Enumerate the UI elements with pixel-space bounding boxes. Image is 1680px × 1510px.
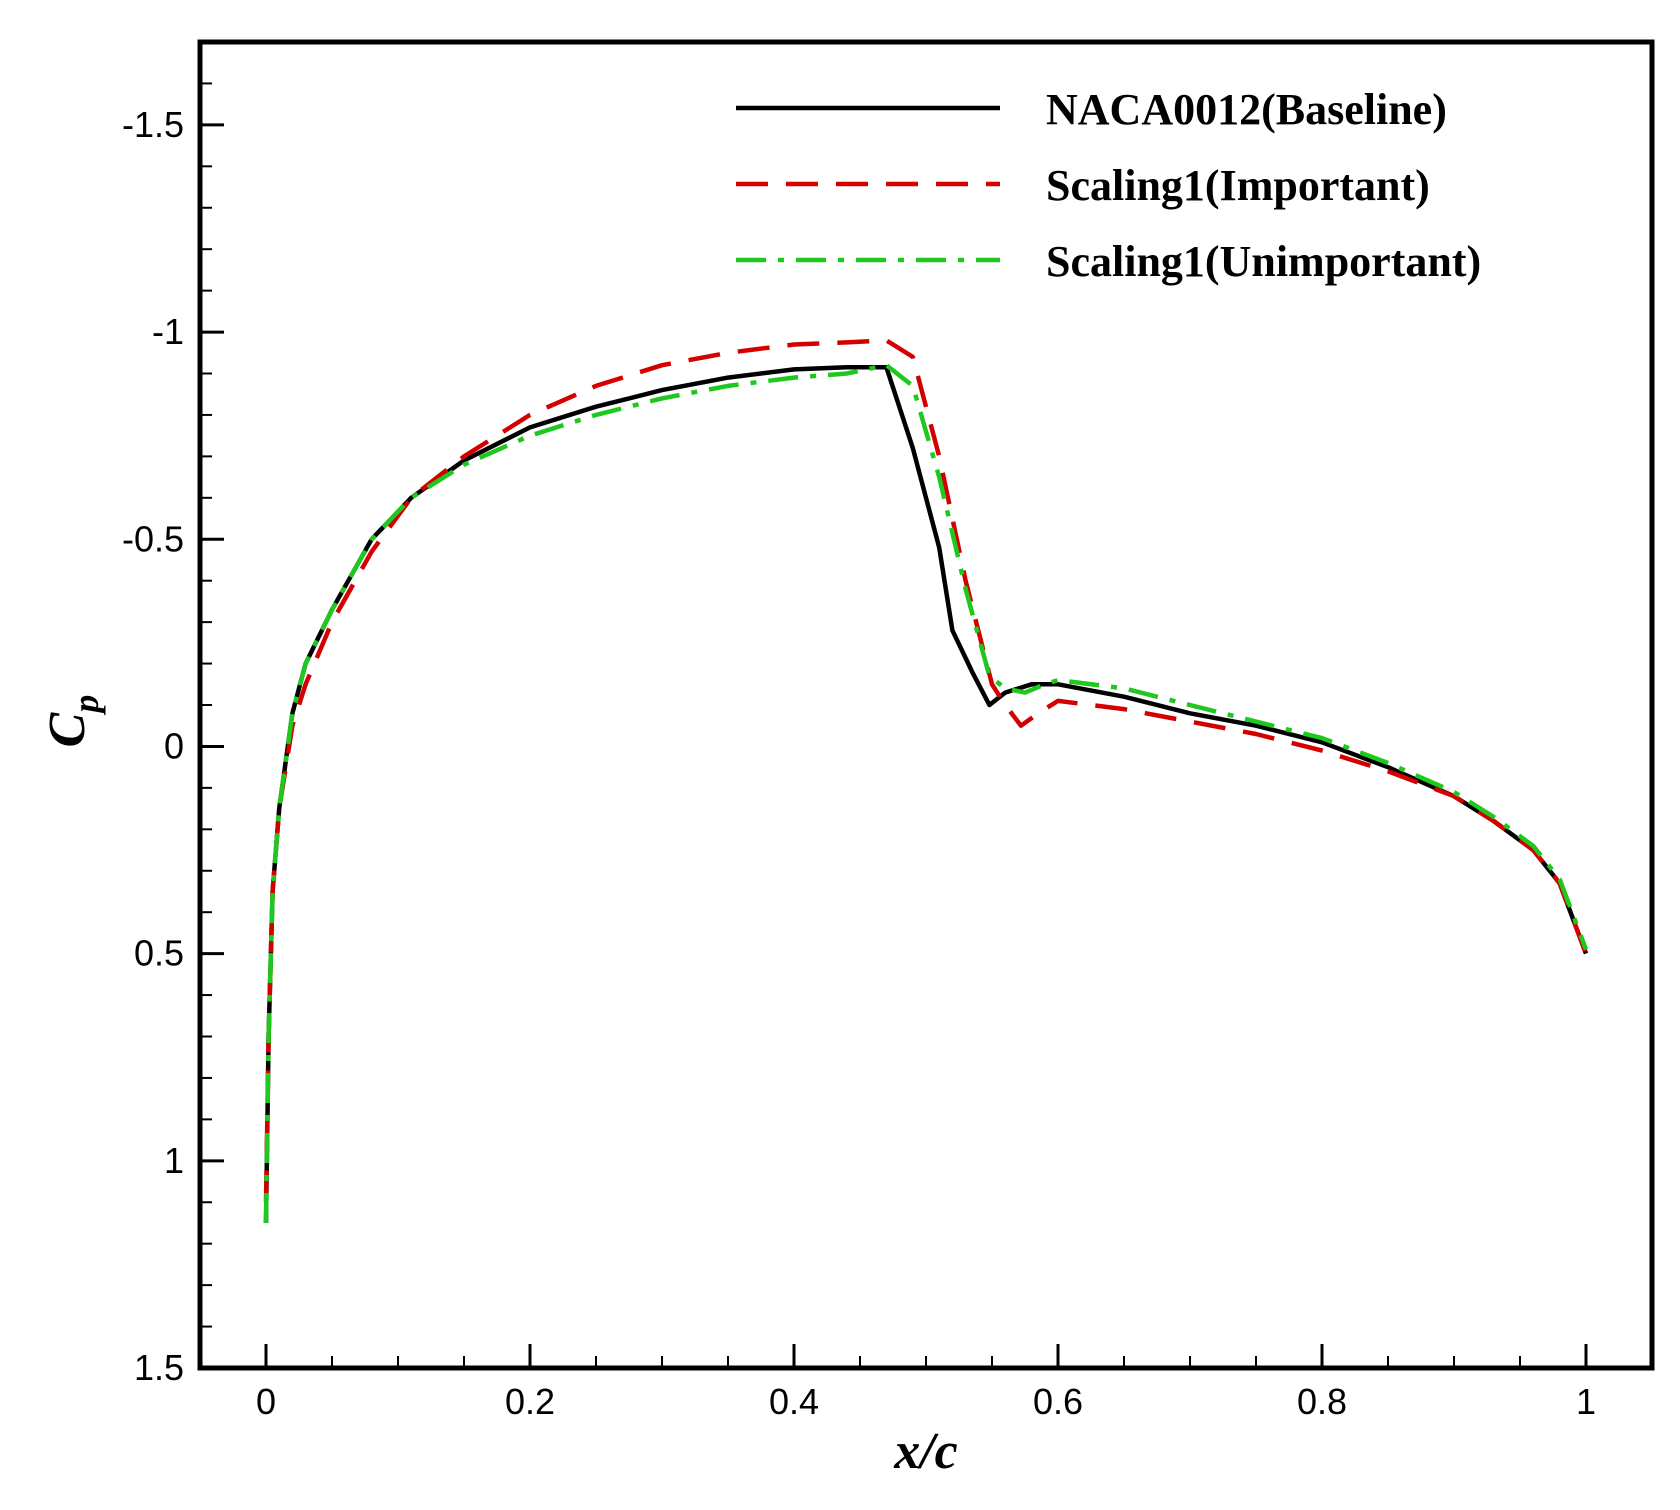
legend-label-2: Scaling1(Important) bbox=[1046, 161, 1430, 210]
svg-text:Cp: Cp bbox=[39, 695, 106, 748]
x-axis-title: x/c bbox=[893, 1423, 958, 1480]
x-tick-label: 0.4 bbox=[769, 1381, 819, 1422]
y-tick-label: -0.5 bbox=[122, 518, 184, 559]
y-axis-title-sub: p bbox=[66, 695, 106, 716]
series-layer bbox=[263, 338, 1589, 1224]
plot-frame bbox=[197, 39, 1655, 1371]
x-tick-label: 0 bbox=[256, 1381, 276, 1422]
x-tick-labels: 0 0.2 0.4 0.6 0.8 1 bbox=[256, 1381, 1596, 1422]
y-tick-label: 0.5 bbox=[134, 933, 184, 974]
legend-label-1: NACA0012(Baseline) bbox=[1046, 85, 1447, 134]
series-line-1 bbox=[263, 365, 1589, 1224]
y-axis-title: Cp bbox=[39, 695, 106, 748]
legend: NACA0012(Baseline) Scaling1(Important) Sca… bbox=[736, 85, 1481, 286]
x-tick-label: 1 bbox=[1576, 1381, 1596, 1422]
y-tick-label: -1.5 bbox=[122, 104, 184, 145]
legend-label-3: Scaling1(Unimportant) bbox=[1046, 237, 1481, 286]
series-line-3 bbox=[263, 362, 1589, 1224]
y-tick-labels: -1.5 -1 -0.5 0 0.5 1 1.5 bbox=[122, 104, 184, 1388]
series-line-2 bbox=[263, 338, 1589, 1203]
y-tick-label: 1 bbox=[164, 1140, 184, 1181]
y-tick-label: -1 bbox=[152, 311, 184, 352]
y-tick-label: 0 bbox=[164, 725, 184, 766]
y-axis-title-main: C bbox=[39, 711, 96, 747]
x-tick-label: 0.2 bbox=[505, 1381, 555, 1422]
y-tick-label: 1.5 bbox=[134, 1347, 184, 1388]
x-tick-label: 0.6 bbox=[1033, 1381, 1083, 1422]
x-tick-label: 0.8 bbox=[1297, 1381, 1347, 1422]
